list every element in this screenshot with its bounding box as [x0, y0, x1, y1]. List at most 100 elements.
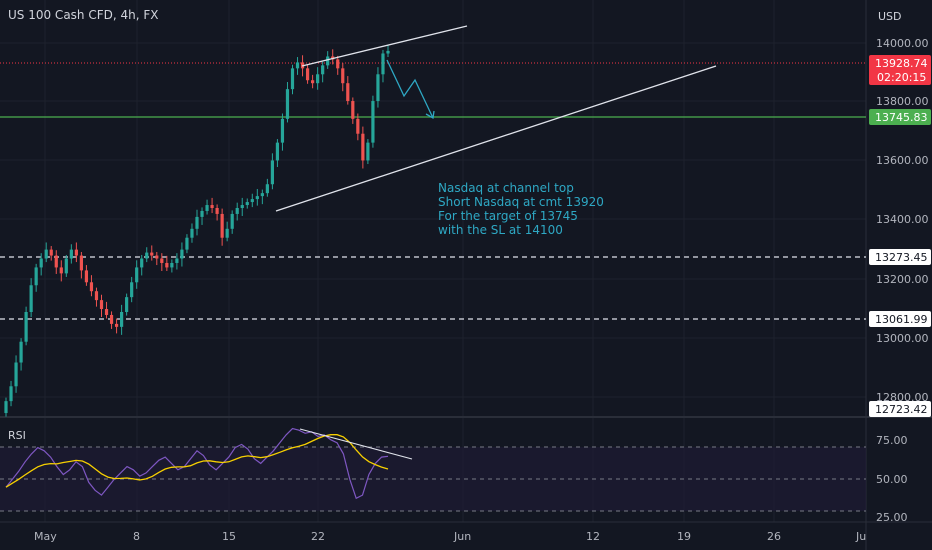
candle-body: [305, 68, 310, 81]
level-upper-tag: [869, 249, 931, 265]
candle-body: [84, 270, 89, 283]
price-tick: 13000.00: [876, 332, 929, 345]
candle-body: [200, 210, 204, 217]
candle-body: [250, 199, 254, 203]
candle-body: [185, 237, 189, 250]
rsi-divergence-line[interactable]: [299, 428, 413, 460]
projection-arrow[interactable]: [386, 59, 435, 120]
time-tick: 8: [133, 530, 140, 543]
candle-body: [175, 258, 179, 263]
candle-body: [140, 258, 144, 268]
time-tick: 19: [677, 530, 691, 543]
candle-body: [120, 312, 124, 327]
level-lower-value: 13061.99: [875, 313, 928, 326]
candle-body: [386, 50, 390, 54]
target-price-value: 13745.83: [875, 111, 928, 124]
candle-body: [316, 74, 320, 84]
current-price-tag: [869, 55, 931, 85]
low-mark-value: 12723.42: [875, 403, 928, 416]
candle-body: [290, 68, 295, 90]
symbol-title[interactable]: US 100 Cash CFD, 4h, FX: [8, 8, 159, 22]
candle-body: [210, 205, 214, 208]
candle-body: [4, 401, 8, 414]
current-price-value: 13928.74: [875, 57, 928, 70]
candle-body: [361, 133, 365, 161]
price-tick: 13400.00: [876, 213, 929, 226]
candle-body: [205, 205, 209, 211]
price-tick: 13600.00: [876, 154, 929, 167]
candle-body: [69, 249, 73, 259]
time-tick: 26: [767, 530, 781, 543]
candle-body: [376, 74, 380, 102]
low-mark-tag: [869, 401, 931, 417]
candle-body: [114, 323, 119, 327]
candle-body: [29, 285, 33, 312]
candle-body: [170, 262, 174, 268]
annotation-line: For the target of 13745: [438, 209, 578, 223]
candle-body: [94, 291, 99, 301]
candle-body: [225, 228, 229, 238]
candle-body: [230, 213, 234, 229]
candle-body: [24, 312, 28, 342]
candle-body: [295, 62, 300, 69]
time-tick: 15: [222, 530, 236, 543]
candle-body: [356, 118, 360, 134]
rsi-tick: 50.00: [876, 473, 908, 486]
candle-body: [180, 249, 184, 259]
candle-body: [215, 208, 219, 214]
candle-body: [155, 255, 159, 259]
price-tick: 13200.00: [876, 273, 929, 286]
candle-body: [341, 68, 345, 84]
candle-body: [255, 196, 259, 200]
time-tick: 22: [311, 530, 325, 543]
candle-body: [326, 56, 330, 66]
candle-body: [79, 255, 83, 271]
candle-body: [260, 193, 264, 197]
annotation-line: with the SL at 14100: [438, 223, 563, 237]
rsi-tick: 75.00: [876, 434, 908, 447]
candle-body: [195, 216, 199, 229]
candle-body: [371, 101, 375, 143]
candle-body: [9, 386, 13, 402]
candle-body: [321, 65, 325, 75]
candle-body: [109, 314, 114, 324]
price-grid: [0, 0, 866, 522]
time-tick: Ju: [855, 530, 866, 543]
annotation-line: Nasdaq at channel top: [438, 181, 574, 195]
candle-body: [240, 205, 244, 208]
candle-body: [311, 80, 315, 84]
candle-body: [49, 249, 53, 256]
candle-body: [74, 249, 78, 256]
price-tick: 14000.00: [876, 37, 929, 50]
rsi-label[interactable]: RSI: [8, 429, 26, 442]
candle-body: [34, 267, 38, 286]
annotation-line: Short Nasdaq at cmt 13920: [438, 195, 604, 209]
candle-body: [89, 282, 94, 292]
candle-body: [245, 202, 249, 206]
bar-countdown: 02:20:15: [877, 71, 926, 84]
candle-body: [270, 160, 274, 185]
candle-body: [265, 184, 269, 194]
candle-body: [165, 262, 169, 268]
candle-body: [145, 252, 149, 259]
rsi-tick: 25.00: [876, 511, 908, 524]
channel-lower-line[interactable]: [275, 65, 717, 212]
candle-body: [381, 53, 385, 75]
candle-body: [336, 59, 340, 69]
annotation-note[interactable]: Nasdaq at channel top Short Nasdaq at cm…: [438, 181, 604, 237]
target-price-tag: [869, 109, 931, 125]
candles: [4, 45, 390, 417]
price-tick: 12800.00: [876, 391, 929, 404]
time-tick: May: [34, 530, 57, 543]
rsi-line: [5, 427, 389, 500]
candle-body: [150, 252, 154, 256]
channel[interactable]: [275, 25, 717, 212]
channel-upper-line[interactable]: [301, 25, 468, 67]
candle-body: [160, 258, 164, 263]
candle-body: [135, 267, 139, 283]
candle-body: [235, 208, 239, 214]
candle-body: [346, 83, 350, 102]
candle-body: [104, 309, 109, 315]
price-tick: 13800.00: [876, 95, 929, 108]
